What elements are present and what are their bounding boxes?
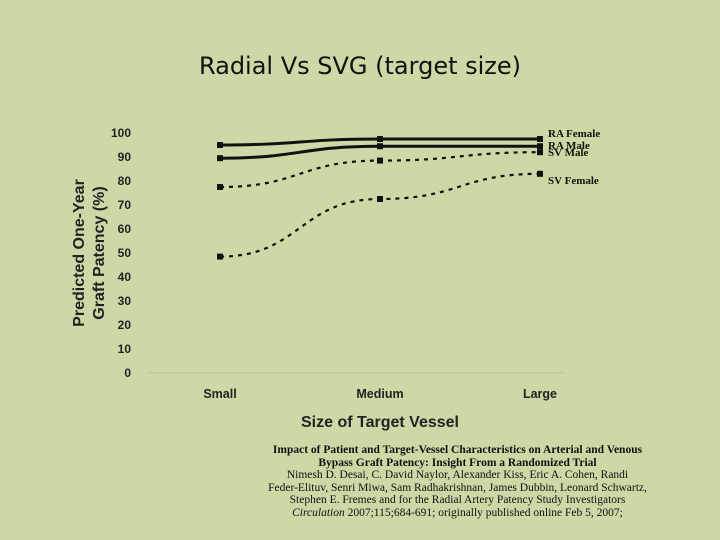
data-point <box>537 170 543 177</box>
legend-entry: RA Female <box>548 128 600 140</box>
y-tick-label: 30 <box>118 294 132 308</box>
y-tick-label: 10 <box>118 342 132 356</box>
slide-title: Radial Vs SVG (target size) <box>198 52 522 80</box>
legend-entry: RA Male <box>548 140 590 152</box>
chart-series <box>217 136 543 260</box>
y-tick-label: 90 <box>118 150 132 164</box>
citation-journal-details: 2007;115;684-691; originally published o… <box>344 506 623 519</box>
citation-block: Impact of Patient and Target-Vessel Char… <box>255 444 660 520</box>
y-axis-title-line-2: Graft Patency (%) <box>91 186 108 319</box>
x-axis-title: Size of Target Vessel <box>301 414 459 431</box>
data-point <box>217 142 223 148</box>
data-point <box>537 143 543 150</box>
data-point <box>537 149 543 156</box>
citation-title-line-1: Impact of Patient and Target-Vessel Char… <box>272 444 643 456</box>
y-tick-label: 40 <box>118 270 132 284</box>
data-point <box>377 157 383 164</box>
citation-title-line-2: Bypass Graft Patency: Insight From a Ran… <box>318 456 597 469</box>
legend-entry: SV Male <box>548 147 589 159</box>
y-tick-label: 50 <box>118 246 132 260</box>
x-tick-label: Medium <box>356 387 403 401</box>
citation-authors-line-1: Nimesh D. Desai, C. David Naylor, Alexan… <box>286 469 629 482</box>
series-line <box>219 172 541 258</box>
data-point <box>217 253 223 260</box>
y-tick-label: 20 <box>118 318 132 332</box>
x-tick-label: Small <box>203 387 236 401</box>
y-axis-title-line-1: Predicted One-Year <box>71 179 88 327</box>
chart-axes: 0 10 20 30 40 50 60 70 80 90 100 Small Medium Large Si… <box>71 126 565 431</box>
citation-authors-line-2: Feder-Elituv, Senri Miwa, Sam Radhakrish… <box>268 481 647 494</box>
citation-journal: Circulation <box>292 506 345 519</box>
x-tick-label: Large <box>523 387 557 401</box>
y-tick-label: 100 <box>111 126 131 140</box>
data-point <box>537 136 543 142</box>
data-point <box>217 155 223 162</box>
citation-journal-line: Circulation 2007;115;684-691; originally… <box>255 507 660 520</box>
legend-entry: SV Female <box>548 175 599 187</box>
y-tick-label: 60 <box>118 222 132 236</box>
citation-authors-line-3: Stephen E. Fremes and for the Radial Art… <box>289 494 626 507</box>
data-point <box>217 184 223 190</box>
y-tick-label: 70 <box>118 198 132 212</box>
data-point <box>377 196 383 202</box>
data-point <box>377 143 383 150</box>
y-tick-label: 80 <box>118 174 132 188</box>
y-tick-label: 0 <box>124 366 131 380</box>
data-point <box>377 136 383 142</box>
